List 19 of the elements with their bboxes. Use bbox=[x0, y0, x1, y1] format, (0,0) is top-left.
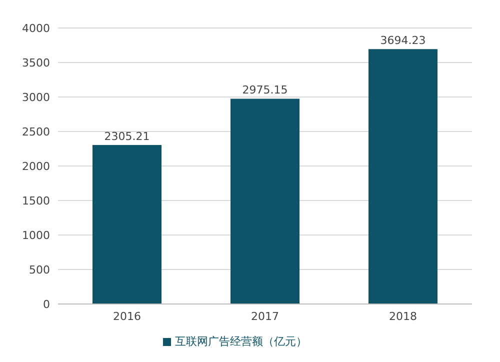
y-tick-label: 1500 bbox=[22, 194, 50, 208]
y-tick-label: 4000 bbox=[22, 22, 50, 35]
data-label: 2305.21 bbox=[104, 130, 150, 143]
y-tick-label: 1000 bbox=[22, 228, 50, 242]
data-label: 3694.23 bbox=[380, 34, 426, 48]
bar bbox=[230, 98, 300, 304]
x-tick-label: 2016 bbox=[113, 310, 141, 323]
data-label: 2975.15 bbox=[242, 84, 288, 97]
y-tick-label: 500 bbox=[29, 263, 50, 276]
legend-label: 互联网广告经营额（亿元） bbox=[175, 335, 307, 348]
y-tick-label: 2000 bbox=[22, 160, 50, 173]
bar bbox=[368, 49, 438, 304]
y-tick-label: 3500 bbox=[22, 56, 50, 70]
y-tick-label: 0 bbox=[43, 298, 50, 311]
bar bbox=[92, 144, 162, 304]
y-tick-label: 3000 bbox=[22, 90, 50, 104]
y-tick-label: 2500 bbox=[22, 125, 50, 138]
x-tick-label: 2018 bbox=[389, 310, 417, 323]
x-tick-label: 2017 bbox=[251, 310, 279, 323]
